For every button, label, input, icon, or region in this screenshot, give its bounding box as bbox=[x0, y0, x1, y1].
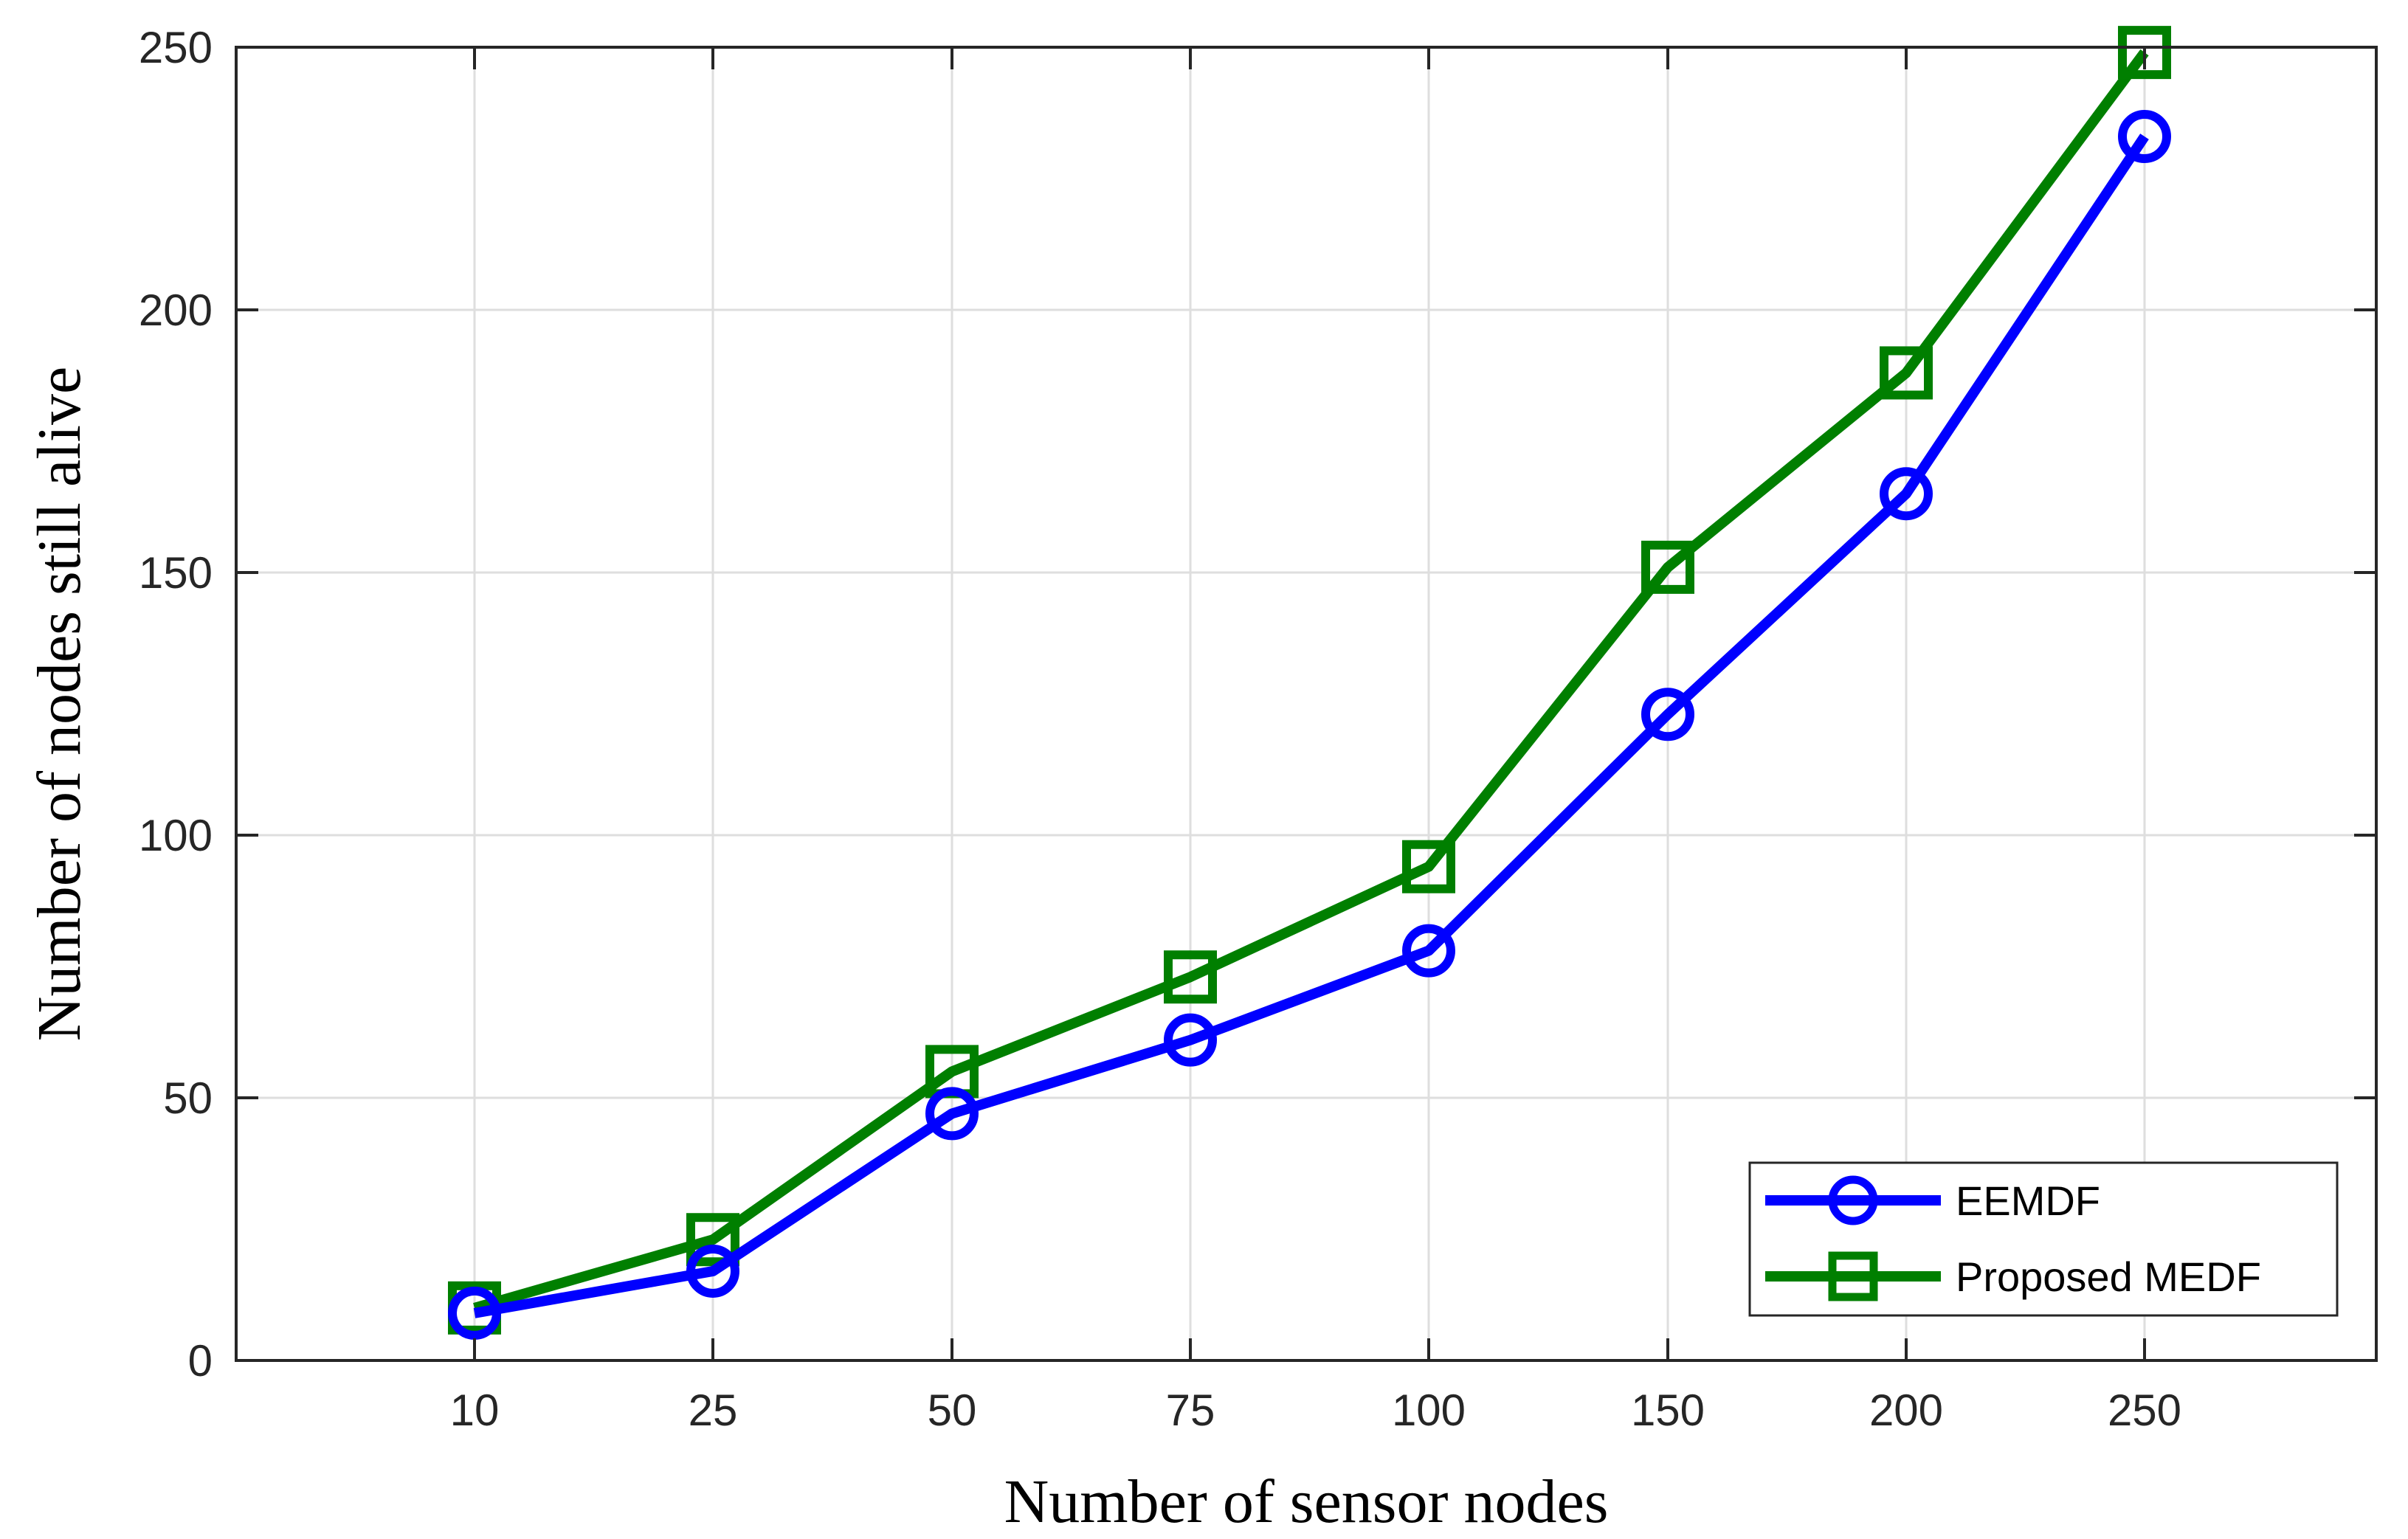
data-point-circle bbox=[1880, 467, 1933, 521]
legend-marker-square bbox=[1828, 1251, 1878, 1301]
plot-frame bbox=[235, 46, 2378, 1362]
series-eemdf bbox=[448, 110, 2171, 1340]
legend-box bbox=[1748, 1161, 2339, 1317]
ticks: 10 25 50 75 100 150 200 250 0 50 100 150 200 250 bbox=[139, 23, 2376, 1435]
data-point-square bbox=[2118, 26, 2171, 80]
data-point-circle bbox=[686, 1244, 739, 1298]
data-point-circle bbox=[2118, 110, 2171, 164]
x-axis-label: Number of sensor nodes bbox=[1004, 1467, 1609, 1535]
grid bbox=[236, 46, 2376, 1362]
data-point-square bbox=[686, 1213, 739, 1267]
legend-label: EEMDF bbox=[1956, 1177, 2100, 1224]
legend: EEMDF Proposed MEDF bbox=[1748, 1161, 2339, 1317]
legend-marker-circle bbox=[1828, 1175, 1878, 1225]
data-point-circle bbox=[1402, 924, 1455, 978]
data-point-square bbox=[1402, 840, 1455, 893]
x-tick-label: 250 bbox=[2108, 1386, 2181, 1435]
y-tick-label: 150 bbox=[139, 548, 213, 598]
legend-entry: Proposed MEDF bbox=[1765, 1251, 2261, 1301]
legend-entry: EEMDF bbox=[1765, 1175, 2100, 1225]
series-line bbox=[473, 49, 2149, 1313]
y-tick-label: 0 bbox=[188, 1336, 213, 1386]
x-tick-label: 25 bbox=[689, 1386, 738, 1435]
legend-label: Proposed MEDF bbox=[1956, 1253, 2261, 1300]
x-tick-label: 150 bbox=[1631, 1386, 1705, 1435]
data-point-circle bbox=[1641, 688, 1694, 741]
y-tick-label: 100 bbox=[139, 811, 213, 860]
x-tick-label: 200 bbox=[1869, 1386, 1943, 1435]
x-tick-label: 75 bbox=[1166, 1386, 1215, 1435]
y-tick-label: 200 bbox=[139, 286, 213, 335]
data-point-square bbox=[1880, 346, 1933, 400]
series-proposed-medf bbox=[448, 26, 2171, 1335]
series-line bbox=[473, 134, 2149, 1318]
y-tick-label: 50 bbox=[163, 1073, 213, 1123]
data-point-square bbox=[1164, 950, 1217, 1004]
data-point-square bbox=[1641, 540, 1694, 594]
x-tick-label: 10 bbox=[450, 1386, 500, 1435]
x-tick-label: 100 bbox=[1392, 1386, 1466, 1435]
plot-area bbox=[236, 47, 2376, 1360]
data-point-circle bbox=[925, 1087, 979, 1141]
series-layer bbox=[448, 26, 2171, 1340]
data-point-circle bbox=[448, 1286, 501, 1340]
x-tick-label: 50 bbox=[928, 1386, 977, 1435]
y-tick-label: 250 bbox=[139, 23, 213, 72]
data-point-circle bbox=[1164, 1013, 1217, 1067]
y-axis-label: Number of nodes still alive bbox=[25, 367, 94, 1041]
